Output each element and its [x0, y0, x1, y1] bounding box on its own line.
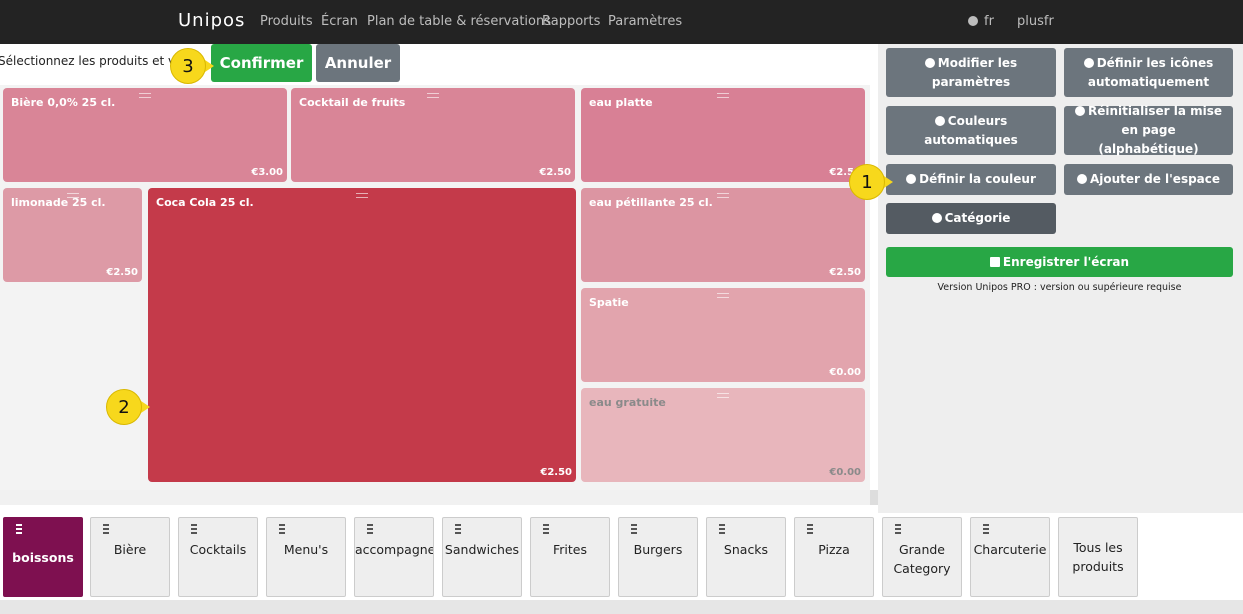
- callout-number: 1: [849, 164, 885, 200]
- button-label: Enregistrer l'écran: [1002, 254, 1130, 269]
- bottom-scrollbar: [0, 600, 1243, 614]
- top-nav: Unipos Produits Écran Plan de table & ré…: [0, 0, 1243, 44]
- action-button[interactable]: Couleurs automatiques: [886, 106, 1056, 155]
- product-name: Cocktail de fruits: [299, 96, 406, 109]
- h-scrollbar: [0, 490, 870, 505]
- product-tile[interactable]: eau platte €2.50: [581, 88, 865, 182]
- nav-item[interactable]: Paramètres: [608, 14, 683, 29]
- callout-number: 2: [106, 389, 142, 425]
- user-menu[interactable]: plusfr: [1017, 14, 1054, 29]
- nav-item[interactable]: Produits: [260, 14, 313, 29]
- product-tile[interactable]: Cocktail de fruits €2.50: [291, 88, 575, 182]
- product-name: eau platte: [589, 96, 653, 109]
- product-price: €2.50: [829, 267, 861, 278]
- product-tile[interactable]: Coca Cola 25 cl. €2.50: [148, 188, 576, 482]
- confirm-button[interactable]: Confirmer: [211, 44, 312, 82]
- button-label: Modifier les paramètres: [931, 55, 1018, 89]
- save-button[interactable]: Enregistrer l'écran: [886, 247, 1233, 277]
- brand[interactable]: Unipos: [178, 10, 246, 31]
- category-label: Sandwiches: [444, 542, 520, 557]
- category-tab[interactable]: Snacks: [706, 517, 786, 597]
- nav-item[interactable]: Plan de table & réservations: [367, 14, 552, 29]
- callout: 3: [166, 46, 214, 86]
- callout: 1: [845, 162, 893, 202]
- category-tab[interactable]: Tous les produits: [1058, 517, 1138, 597]
- button-label: Définir les icônes automatiquement: [1087, 55, 1214, 89]
- callout-number: 3: [170, 48, 206, 84]
- button-label: Définir la couleur: [919, 172, 1036, 186]
- product-price: €2.50: [540, 467, 572, 478]
- product-tile[interactable]: limonade 25 cl. €2.50: [3, 188, 142, 282]
- product-price: €2.50: [829, 167, 861, 178]
- product-price: €0.00: [829, 467, 861, 478]
- category-label: accompagnement: [355, 542, 434, 557]
- category-tab[interactable]: Bière: [90, 517, 170, 597]
- category-label: Menu's: [283, 542, 329, 557]
- product-name: eau pétillante 25 cl.: [589, 196, 713, 209]
- category-tab[interactable]: Burgers: [618, 517, 698, 597]
- action-button[interactable]: Ajouter de l'espace: [1064, 164, 1233, 195]
- category-label: Pizza: [818, 542, 850, 557]
- category-tab[interactable]: Sandwiches: [442, 517, 522, 597]
- product-tile[interactable]: eau pétillante 25 cl. €2.50: [581, 188, 865, 282]
- button-label: Ajouter de l'espace: [1089, 172, 1221, 186]
- button-label: Catégorie: [944, 211, 1011, 225]
- category-label: Bière: [113, 542, 147, 557]
- category-label: Cocktails: [189, 542, 247, 557]
- button-label: Couleurs automatiques: [924, 113, 1018, 147]
- language-menu[interactable]: fr: [984, 14, 994, 29]
- category-label: Burgers: [633, 542, 683, 557]
- product-name: limonade 25 cl.: [11, 196, 106, 209]
- product-price: €0.00: [829, 367, 861, 378]
- product-price: €3.00: [251, 167, 283, 178]
- category-label: Frites: [553, 542, 587, 557]
- product-name: Coca Cola 25 cl.: [156, 196, 254, 209]
- action-button[interactable]: Définir la couleur: [886, 164, 1056, 195]
- category-label: Grande Category: [893, 542, 951, 576]
- action-button[interactable]: Catégorie: [886, 203, 1056, 234]
- category-tab[interactable]: Grande Category: [882, 517, 962, 597]
- category-label: boissons: [12, 549, 74, 565]
- nav-item[interactable]: Rapports: [542, 14, 601, 29]
- category-tab[interactable]: Menu's: [266, 517, 346, 597]
- action-button[interactable]: Définir les icônes automatiquement: [1064, 48, 1233, 97]
- product-name: Spatie: [589, 296, 629, 309]
- cancel-button[interactable]: Annuler: [316, 44, 400, 82]
- product-tile[interactable]: Bière 0,0% 25 cl. €3.00: [3, 88, 287, 182]
- category-tab[interactable]: Cocktails: [178, 517, 258, 597]
- globe-icon: [968, 16, 978, 26]
- category-label: Charcuterie: [973, 542, 1047, 557]
- category-tab[interactable]: Charcuterie: [970, 517, 1050, 597]
- action-button[interactable]: Modifier les paramètres: [886, 48, 1056, 97]
- button-label: Réinitialiser la mise en page (alphabéti…: [1088, 104, 1222, 156]
- nav-item[interactable]: Écran: [321, 14, 358, 29]
- product-name: Bière 0,0% 25 cl.: [11, 96, 116, 109]
- product-name: eau gratuite: [589, 396, 666, 409]
- category-tab[interactable]: Frites: [530, 517, 610, 597]
- category-label: Tous les produits: [1072, 540, 1124, 574]
- product-tile[interactable]: Spatie €0.00: [581, 288, 865, 382]
- category-tab[interactable]: Pizza: [794, 517, 874, 597]
- category-label: Snacks: [723, 542, 769, 557]
- version-note: Version Unipos PRO : version ou supérieu…: [937, 282, 1182, 293]
- category-tab[interactable]: boissons: [3, 517, 83, 597]
- instruction: Sélectionnez les produits et v: [0, 54, 176, 68]
- product-tile[interactable]: eau gratuite €0.00: [581, 388, 865, 482]
- action-button[interactable]: Réinitialiser la mise en page (alphabéti…: [1064, 104, 1233, 156]
- callout: 2: [102, 387, 150, 427]
- category-tab[interactable]: accompagnement: [354, 517, 434, 597]
- product-price: €2.50: [106, 267, 138, 278]
- product-price: €2.50: [539, 167, 571, 178]
